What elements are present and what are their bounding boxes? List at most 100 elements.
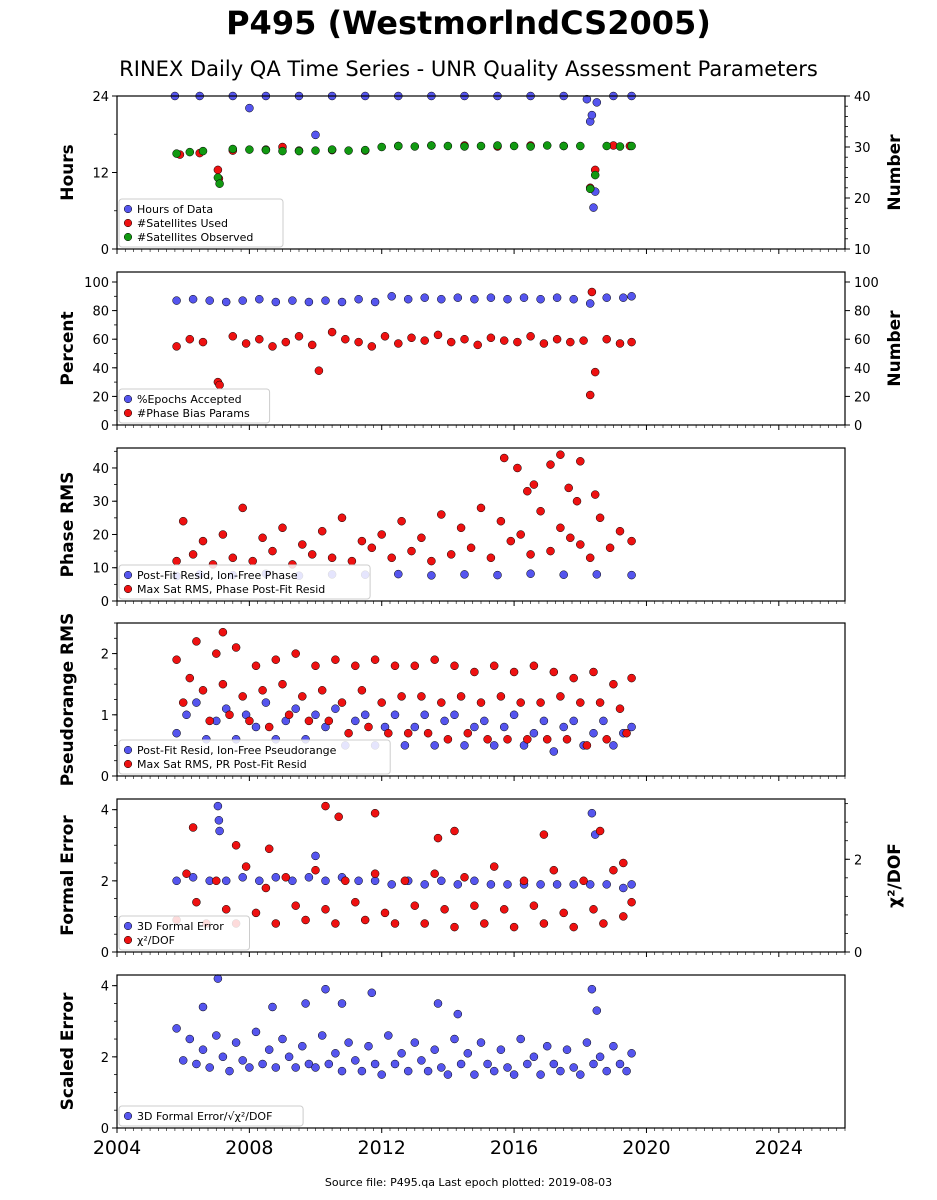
- data-point: [351, 716, 360, 726]
- legend-marker: [123, 570, 133, 580]
- data-point: [360, 145, 370, 155]
- series-3: [172, 141, 636, 194]
- data-point: [552, 293, 562, 302]
- data-point: [529, 661, 539, 671]
- legend-label: Hours of Data: [137, 203, 213, 216]
- y-tick-label: 20: [92, 528, 109, 543]
- data-point: [400, 741, 410, 750]
- data-point: [503, 735, 512, 744]
- data-point: [446, 550, 456, 559]
- data-point: [255, 294, 264, 304]
- legend-box: [118, 915, 250, 951]
- legend-marker: [123, 218, 133, 228]
- data-point: [337, 1066, 347, 1076]
- data-point: [576, 540, 585, 549]
- data-point: [212, 649, 221, 658]
- data-point: [172, 876, 181, 886]
- data-point: [172, 149, 181, 158]
- series-2: [172, 801, 636, 932]
- data-point: [627, 722, 636, 732]
- data-point: [513, 463, 522, 473]
- data-point: [264, 1045, 274, 1054]
- data-point: [387, 292, 396, 301]
- x-tick-label: 2024: [755, 1137, 803, 1159]
- data-point: [460, 570, 469, 579]
- data-point: [321, 905, 330, 914]
- data-point: [476, 503, 486, 513]
- data-point: [182, 710, 191, 720]
- data-point: [519, 293, 529, 302]
- x-tick-label: 2016: [490, 1137, 538, 1159]
- data-point: [509, 1070, 519, 1079]
- y-tick-label: 80: [92, 305, 109, 320]
- y2-tick-label: 20: [854, 390, 871, 405]
- data-point: [337, 513, 347, 523]
- data-point: [564, 483, 573, 493]
- data-point: [231, 643, 241, 652]
- legend-marker: [123, 408, 133, 418]
- y-tick-label: 4: [101, 804, 109, 819]
- data-point: [427, 571, 436, 580]
- panel-2: 0 20 40 60 80 100 0 20 40 60 80 100 Percent Number %Ep…: [58, 271, 905, 434]
- data-point: [460, 741, 469, 750]
- data-point: [453, 880, 463, 889]
- data-point: [569, 880, 578, 889]
- data-point: [420, 919, 429, 928]
- data-point: [440, 905, 449, 914]
- data-point: [324, 716, 334, 726]
- data-point: [516, 530, 525, 539]
- data-point: [602, 880, 611, 889]
- legend-label: 3D Formal Error/√χ²/DOF: [137, 1110, 272, 1123]
- data-point: [245, 716, 254, 726]
- y2-axis-label: Number: [885, 310, 905, 387]
- data-point: [403, 1066, 413, 1076]
- data-point: [493, 141, 502, 150]
- data-point: [198, 686, 208, 695]
- figure-title: P495 (WestmorlndCS2005): [226, 4, 711, 42]
- legend-label: χ²/DOF: [137, 934, 175, 947]
- data-point: [218, 1052, 228, 1062]
- data-point: [314, 366, 324, 375]
- data-point: [370, 808, 380, 818]
- data-point: [264, 722, 274, 732]
- data-point: [556, 450, 565, 459]
- data-point: [387, 880, 396, 889]
- data-point: [513, 337, 522, 347]
- data-point: [394, 141, 403, 151]
- data-point: [493, 570, 502, 580]
- data-point: [351, 1056, 360, 1065]
- data-point: [231, 841, 241, 850]
- data-point: [609, 865, 618, 875]
- data-point: [228, 332, 238, 341]
- legend-label: #Satellites Used: [137, 217, 228, 230]
- data-point: [549, 1059, 559, 1069]
- data-point: [456, 692, 466, 701]
- data-point: [566, 533, 575, 543]
- data-point: [590, 490, 600, 499]
- data-point: [589, 667, 598, 677]
- data-point: [268, 546, 277, 556]
- data-point: [615, 1059, 625, 1069]
- data-point: [354, 876, 363, 886]
- data-point: [546, 546, 555, 556]
- data-point: [590, 367, 600, 377]
- data-point: [198, 1045, 208, 1054]
- data-point: [627, 1049, 636, 1058]
- data-point: [192, 1059, 201, 1069]
- data-point: [627, 897, 636, 907]
- data-point: [599, 716, 608, 726]
- data-point: [185, 1034, 195, 1044]
- data-point: [258, 1059, 267, 1069]
- data-point: [627, 880, 636, 889]
- data-point: [284, 710, 294, 720]
- y2-tick-label: 60: [854, 333, 871, 348]
- panel-4: 0 1 2 Pseudorange RMS Post-Fit Resid, Ion-Fr…: [58, 613, 846, 786]
- data-point: [523, 486, 532, 496]
- x-tick-label: 2020: [622, 1137, 670, 1159]
- data-point: [619, 912, 628, 921]
- data-point: [536, 880, 545, 889]
- data-point: [489, 661, 499, 671]
- y-tick-label: 0: [101, 946, 109, 961]
- y2-tick-label: 100: [854, 276, 879, 291]
